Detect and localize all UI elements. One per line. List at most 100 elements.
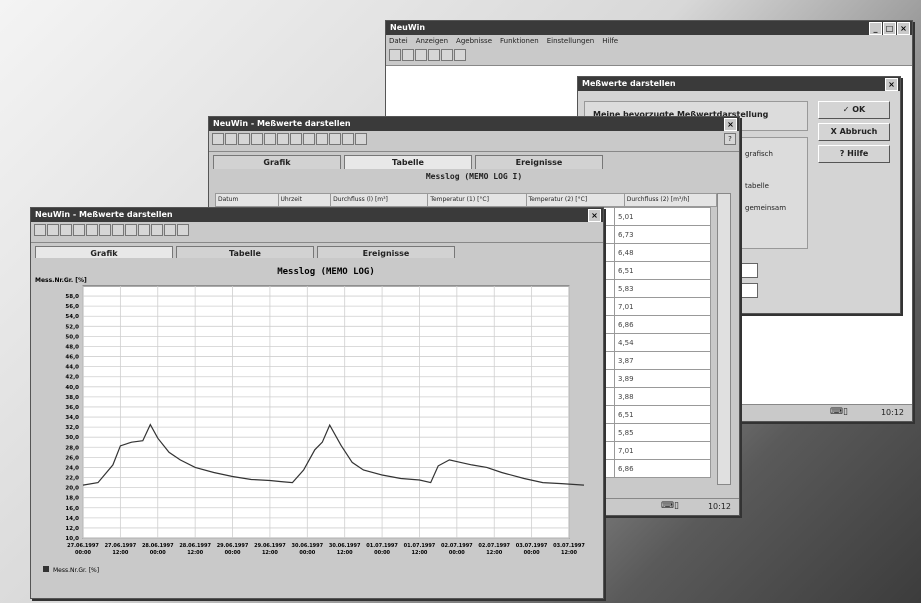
y-tick-label: 24,0 (65, 465, 79, 471)
toolbar-icon[interactable] (264, 133, 276, 145)
toolbar-icon[interactable] (73, 224, 85, 236)
toolbar-icon[interactable] (225, 133, 237, 145)
table-row[interactable]: 6,86 (599, 459, 711, 478)
maximize-icon[interactable]: □ (883, 22, 896, 35)
toolbar-icon[interactable] (329, 133, 341, 145)
table-row[interactable]: 6,48 (599, 243, 711, 262)
menu-hilfe[interactable]: Hilfe (602, 37, 619, 45)
toolbar-icon[interactable] (454, 49, 466, 61)
close-icon[interactable]: × (724, 118, 737, 131)
toolbar-icon[interactable] (99, 224, 111, 236)
tab-grafik[interactable]: Grafik (213, 155, 341, 169)
tab-grafik[interactable]: Grafik (35, 246, 173, 260)
close-icon[interactable]: × (588, 209, 601, 222)
table-row[interactable]: 3,89 (599, 369, 711, 388)
toolbar-icon[interactable] (86, 224, 98, 236)
menu-datei[interactable]: Datei (389, 37, 408, 45)
table-row[interactable]: 6,51 (599, 261, 711, 280)
toolbar-icon[interactable] (34, 224, 46, 236)
y-tick-label: 28,0 (65, 445, 79, 451)
option-grafisch[interactable]: grafisch (745, 150, 773, 158)
column-header[interactable]: Durchfluss (2) [m³/h] (626, 196, 690, 203)
toolbar-icon[interactable] (212, 133, 224, 145)
main-window-title: NeuWin (390, 23, 426, 32)
toolbar-icon[interactable] (125, 224, 137, 236)
toolbar-icon[interactable] (277, 133, 289, 145)
toolbar-icon[interactable] (290, 133, 302, 145)
table-row[interactable]: 5,85 (599, 423, 711, 442)
column-header[interactable]: Temperatur (2) [°C] (527, 194, 625, 206)
toolbar-icon[interactable] (316, 133, 328, 145)
column-header[interactable]: Uhrzeit (279, 194, 332, 206)
y-tick-label: 44,0 (65, 365, 79, 371)
toolbar-icon[interactable] (355, 133, 367, 145)
table-header-row: Datum Uhrzeit Durchfluss (l) [m³] Temper… (215, 193, 717, 207)
help-icon[interactable]: ? (724, 133, 736, 145)
table-cell-value: 7,01 (614, 297, 711, 316)
toolbar-icon[interactable] (151, 224, 163, 236)
column-header[interactable]: Temperatur (1) [°C] (428, 194, 527, 206)
ok-button[interactable]: ✓ OK (818, 101, 890, 119)
table-row[interactable]: 5,83 (599, 279, 711, 298)
toolbar-icon[interactable] (303, 133, 315, 145)
menu-einstellungen[interactable]: Einstellungen (546, 37, 595, 45)
table-row[interactable]: 5,01 (599, 207, 711, 226)
tab-ereignisse[interactable]: Ereignisse (475, 155, 603, 169)
toolbar-icon[interactable] (402, 49, 414, 61)
column-header[interactable]: Datum (216, 194, 279, 206)
toolbar-icon[interactable] (164, 224, 176, 236)
table-row[interactable]: 6,51 (599, 405, 711, 424)
toolbar-icon[interactable] (112, 224, 124, 236)
table-window-titlebar[interactable]: NeuWin - Meßwerte darstellen × (209, 117, 739, 131)
x-tick-label: 00:00 (524, 550, 540, 556)
table-row[interactable]: 7,01 (599, 297, 711, 316)
help-button[interactable]: ? Hilfe (818, 145, 890, 163)
toolbar-icon[interactable] (415, 49, 427, 61)
table-cell-value: 6,51 (614, 261, 711, 280)
menu-agebnisse[interactable]: Agebnisse (456, 37, 492, 45)
table-row[interactable]: 6,86 (599, 315, 711, 334)
toolbar-icon[interactable] (441, 49, 453, 61)
toolbar-icon[interactable] (47, 224, 59, 236)
tab-ereignisse[interactable]: Ereignisse (317, 246, 455, 260)
y-tick-label: 14,0 (65, 516, 79, 522)
main-window-titlebar[interactable]: NeuWin × □ _ (386, 21, 912, 35)
menu-funktionen[interactable]: Funktionen (500, 37, 539, 45)
table-cell-value: 7,01 (614, 441, 711, 460)
vertical-scrollbar[interactable] (717, 193, 731, 485)
menu-anzeigen[interactable]: Anzeigen (415, 37, 449, 45)
toolbar-icon[interactable] (342, 133, 354, 145)
x-tick-label: 12:00 (262, 550, 278, 556)
y-tick-label: 48,0 (65, 344, 79, 350)
x-tick-label: 27.06.1997 (105, 543, 137, 549)
close-icon[interactable]: × (897, 22, 910, 35)
dialog-titlebar[interactable]: Meßwerte darstellen × (578, 77, 900, 91)
tab-tabelle[interactable]: Tabelle (176, 246, 314, 260)
close-icon[interactable]: × (885, 78, 898, 91)
dialog-title: Meßwerte darstellen (582, 79, 676, 88)
y-tick-label: 40,0 (65, 385, 79, 391)
table-row[interactable]: 3,88 (599, 387, 711, 406)
toolbar-icon[interactable] (60, 224, 72, 236)
line-chart: Messlog (MEMO LOG) Mess.Nr.Gr. [%] 10,0 12,… (35, 267, 585, 574)
chart-window-titlebar[interactable]: NeuWin - Meßwerte darstellen × (31, 208, 603, 222)
tab-tabelle[interactable]: Tabelle (344, 155, 472, 169)
y-tick-label: 26,0 (65, 455, 79, 461)
option-tabelle[interactable]: tabelle (745, 182, 769, 190)
minimize-icon[interactable]: _ (869, 22, 882, 35)
cancel-button[interactable]: X Abbruch (818, 123, 890, 141)
table-row[interactable]: 3,87 (599, 351, 711, 370)
column-header[interactable]: Durchfluss (l) [m³] (331, 194, 429, 206)
toolbar-icon[interactable] (238, 133, 250, 145)
x-tick-label: 30.06.1997 (291, 543, 323, 549)
toolbar-icon[interactable] (428, 49, 440, 61)
option-gemeinsam[interactable]: gemeinsam (745, 204, 787, 212)
toolbar-icon[interactable] (251, 133, 263, 145)
table-row[interactable]: 6,73 (599, 225, 711, 244)
table-row[interactable]: 4,54 (599, 333, 711, 352)
toolbar-icon[interactable] (177, 224, 189, 236)
table-cell-value: 5,85 (614, 423, 711, 442)
toolbar-icon[interactable] (389, 49, 401, 61)
toolbar-icon[interactable] (138, 224, 150, 236)
table-row[interactable]: 7,01 (599, 441, 711, 460)
